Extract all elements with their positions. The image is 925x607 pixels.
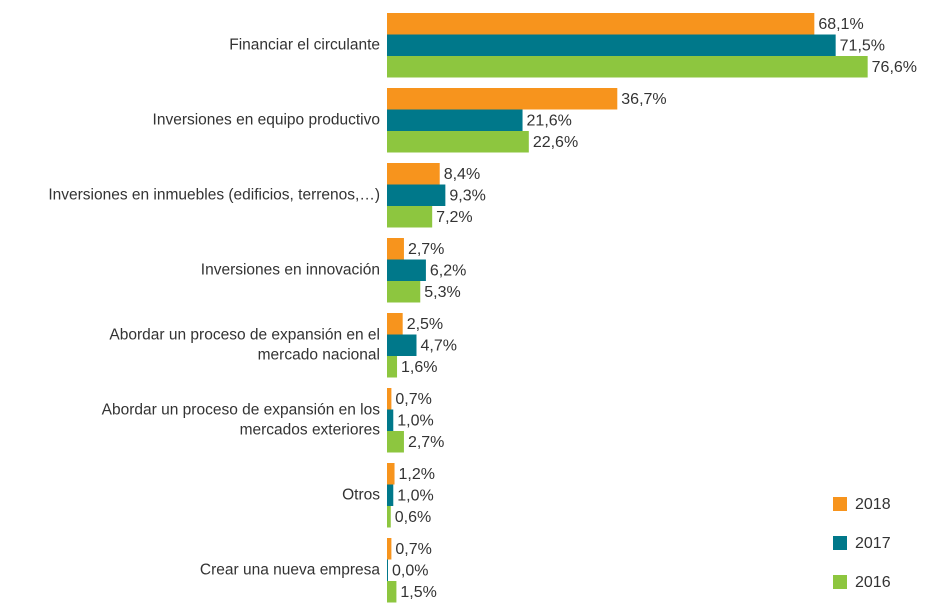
bar [387,184,446,206]
bar [387,388,392,410]
value-label: 0,7% [395,391,431,408]
value-label: 0,6% [395,509,431,526]
value-label: 1,0% [397,412,433,429]
value-label: 7,2% [436,209,472,226]
bar [387,538,392,560]
category-label: Crear una nueva empresa [199,561,380,579]
value-label: 2,7% [408,241,444,258]
bar [387,163,440,185]
legend-label: 2016 [855,574,891,591]
bar [387,13,815,35]
bar [387,131,529,153]
bar [387,581,397,603]
bar [387,238,404,260]
value-label: 22,6% [533,134,578,151]
value-label: 2,7% [408,434,444,451]
value-label: 1,6% [401,359,437,376]
value-label: 6,2% [430,262,466,279]
value-label: 0,7% [395,541,431,558]
value-label: 9,3% [449,187,485,204]
value-label: 4,7% [420,337,456,354]
bar [387,506,391,528]
category-label: Inversiones en innovación [200,261,380,279]
bar [387,334,417,356]
bar [387,356,398,378]
category-label: Inversiones en inmuebles (edificios, ter… [48,186,380,204]
legend-label: 2018 [855,496,891,513]
bar [387,313,403,335]
legend-label: 2017 [855,535,891,552]
value-label: 1,5% [400,584,436,601]
bar [387,88,618,110]
bar [387,409,394,431]
bar [387,206,433,228]
category-label: Otros [342,486,380,504]
bar [387,109,523,131]
legend-swatch [833,536,847,550]
bar [387,56,868,78]
value-label: 21,6% [527,112,572,129]
bar [387,259,426,281]
value-label: 1,2% [399,466,435,483]
category-label: Inversiones en equipo productivo [152,111,380,129]
category-label: Financiar el circulante [229,36,380,54]
bar [387,431,404,453]
value-label: 8,4% [444,166,480,183]
value-label: 1,0% [397,487,433,504]
value-label: 2,5% [407,316,443,333]
bar [387,484,394,506]
value-label: 0,0% [392,562,428,579]
legend-swatch [833,497,847,511]
value-label: 71,5% [840,37,885,54]
value-label: 68,1% [818,16,863,33]
value-label: 5,3% [424,284,460,301]
value-label: 36,7% [621,91,666,108]
value-label: 76,6% [872,59,917,76]
bar [387,463,395,485]
bar [387,281,421,303]
bar [387,34,836,56]
category-label: Abordar un proceso de expansión en los m… [101,401,380,439]
bar [387,559,388,581]
category-label: Abordar un proceso de expansión en el me… [109,326,380,364]
legend-swatch [833,575,847,589]
